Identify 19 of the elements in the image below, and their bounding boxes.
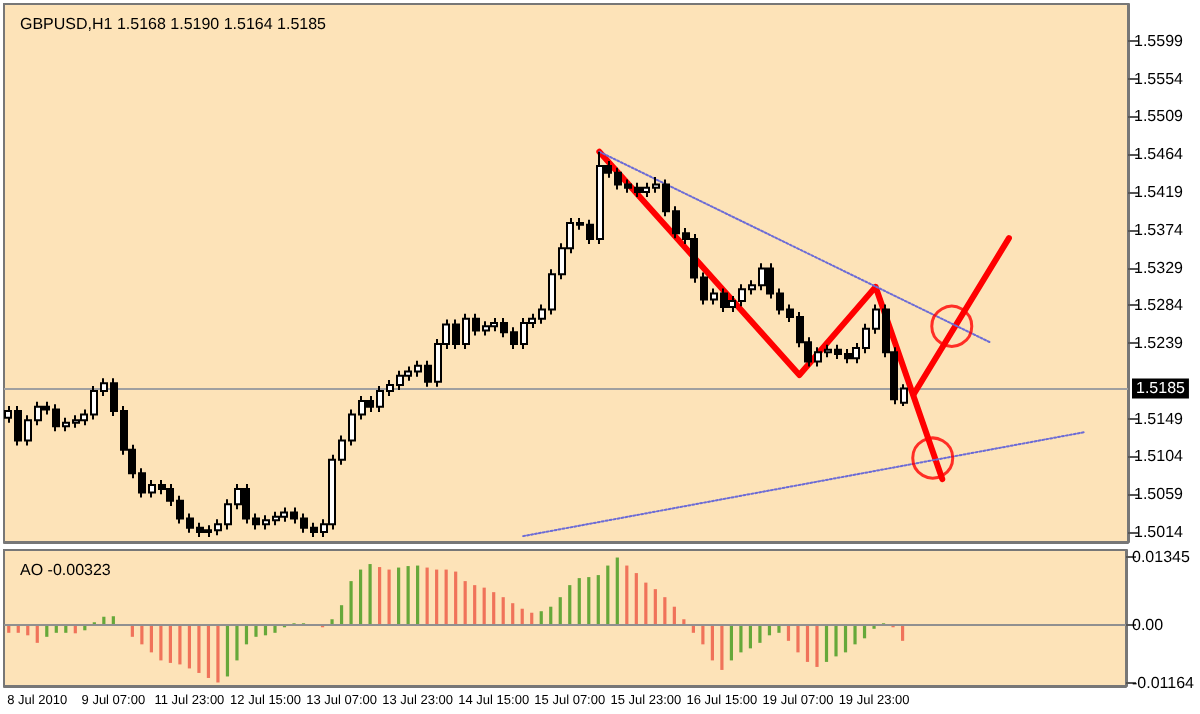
y-tick-label: 1.5104	[1134, 447, 1185, 466]
y-tick-label: 1.5149	[1134, 409, 1185, 428]
y-tick-label: -0.01164	[1132, 674, 1196, 693]
y-tick-label: 1.5509	[1134, 107, 1185, 126]
ref-line-label: 1.5185	[1136, 379, 1187, 398]
y-tick-label: 1.5284	[1134, 296, 1185, 315]
y-tick-label: 1.5419	[1134, 183, 1185, 202]
y-tick-label: 0.01345	[1132, 548, 1191, 567]
text: GBPUSD,H1 1.5168 1.5190 1.5164 1.5185	[20, 15, 328, 33]
y-tick-label: 1.5239	[1134, 334, 1185, 353]
y-tick-label: 1.5329	[1134, 258, 1185, 277]
y-tick-label: 0.00	[1132, 615, 1165, 634]
y-tick-label: 1.5554	[1134, 69, 1185, 88]
y-tick-label: 1.5059	[1134, 485, 1185, 504]
y-tick-label: 1.5374	[1134, 220, 1185, 239]
y-tick-label: 1.5599	[1134, 31, 1185, 50]
text: AO -0.00323	[20, 561, 112, 579]
y-tick-label: 1.5014	[1134, 522, 1185, 541]
y-tick-label: 1.5464	[1134, 145, 1185, 164]
